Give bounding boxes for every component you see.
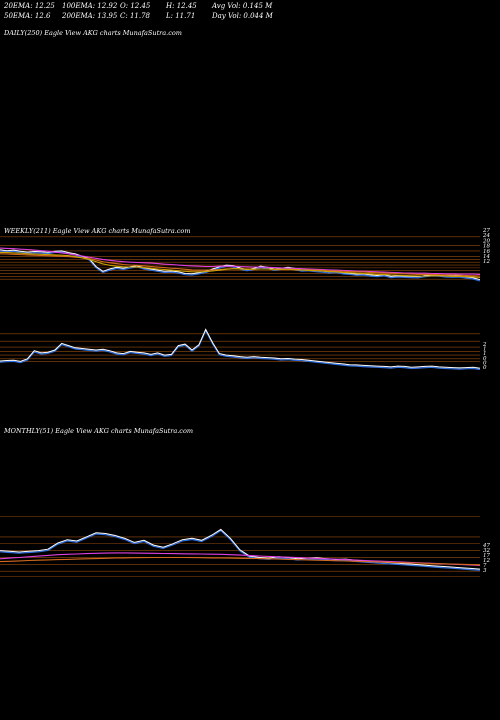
stats-row-1: 20EMA: 12.25 100EMA: 12.92 O: 12.45 H: 1…	[4, 2, 294, 12]
y-tick-label: 0	[483, 365, 487, 371]
ema50-value: 50EMA: 12.6	[4, 11, 51, 20]
price-shadow-line	[0, 529, 481, 571]
y-tick-label: 18	[483, 244, 490, 250]
ema-line-1	[0, 247, 481, 275]
stats-header: 20EMA: 12.25 100EMA: 12.92 O: 12.45 H: 1…	[4, 2, 294, 21]
day-volume-value: Day Vol: 0.044 M	[212, 11, 273, 20]
price-line	[0, 528, 481, 570]
stats-row-2: 50EMA: 12.6 200EMA: 13.95 C: 11.78 L: 11…	[4, 12, 294, 22]
high-value: H: 12.45	[166, 2, 197, 10]
avg-volume-value: Avg Vol: 0.145 M	[212, 2, 273, 10]
ema-line-2	[0, 556, 481, 566]
ema100-value: 100EMA: 12.92	[62, 2, 118, 10]
monthly-panel-label: MONTHLY(51) Eagle View AKG charts Munafa…	[4, 427, 194, 435]
y-tick-label: 2	[482, 342, 487, 348]
y-tick-label: 0	[483, 360, 487, 366]
y-tick-label: 3	[483, 568, 487, 574]
price-line	[0, 328, 481, 369]
low-value: L: 11.71	[166, 11, 196, 20]
y-tick-label: 17	[483, 553, 490, 559]
y-tick-label: 32	[483, 548, 490, 554]
y-tick-label: 16	[483, 249, 490, 255]
close-value: C: 11.78	[120, 11, 150, 20]
open-value: O: 12.45	[120, 2, 151, 10]
y-tick-label: 7	[483, 563, 487, 569]
y-tick-label: 0	[483, 356, 487, 362]
ema-line-3	[0, 251, 481, 279]
y-tick-label: 12	[483, 259, 490, 265]
y-tick-label: 47	[482, 543, 490, 549]
y-tick-label: 1	[483, 351, 487, 357]
daily-panel-label: DAILY(250) Eagle View AKG charts MunafaS…	[4, 29, 182, 37]
y-tick-label: 12	[483, 558, 490, 564]
y-tick-label: 27	[482, 228, 490, 234]
weekly-panel-label: WEEKLY(211) Eagle View AKG charts Munafa…	[4, 227, 191, 235]
y-tick-label: 24	[482, 233, 490, 239]
ema-line-1	[0, 552, 481, 566]
price-shadow-line	[0, 329, 481, 371]
y-tick-label: 1	[483, 347, 487, 353]
y-tick-label: 20	[482, 238, 490, 244]
ema20-value: 20EMA: 12.25	[4, 2, 55, 10]
ema200-value: 200EMA: 13.95	[62, 11, 118, 20]
y-tick-label: 14	[483, 254, 490, 260]
